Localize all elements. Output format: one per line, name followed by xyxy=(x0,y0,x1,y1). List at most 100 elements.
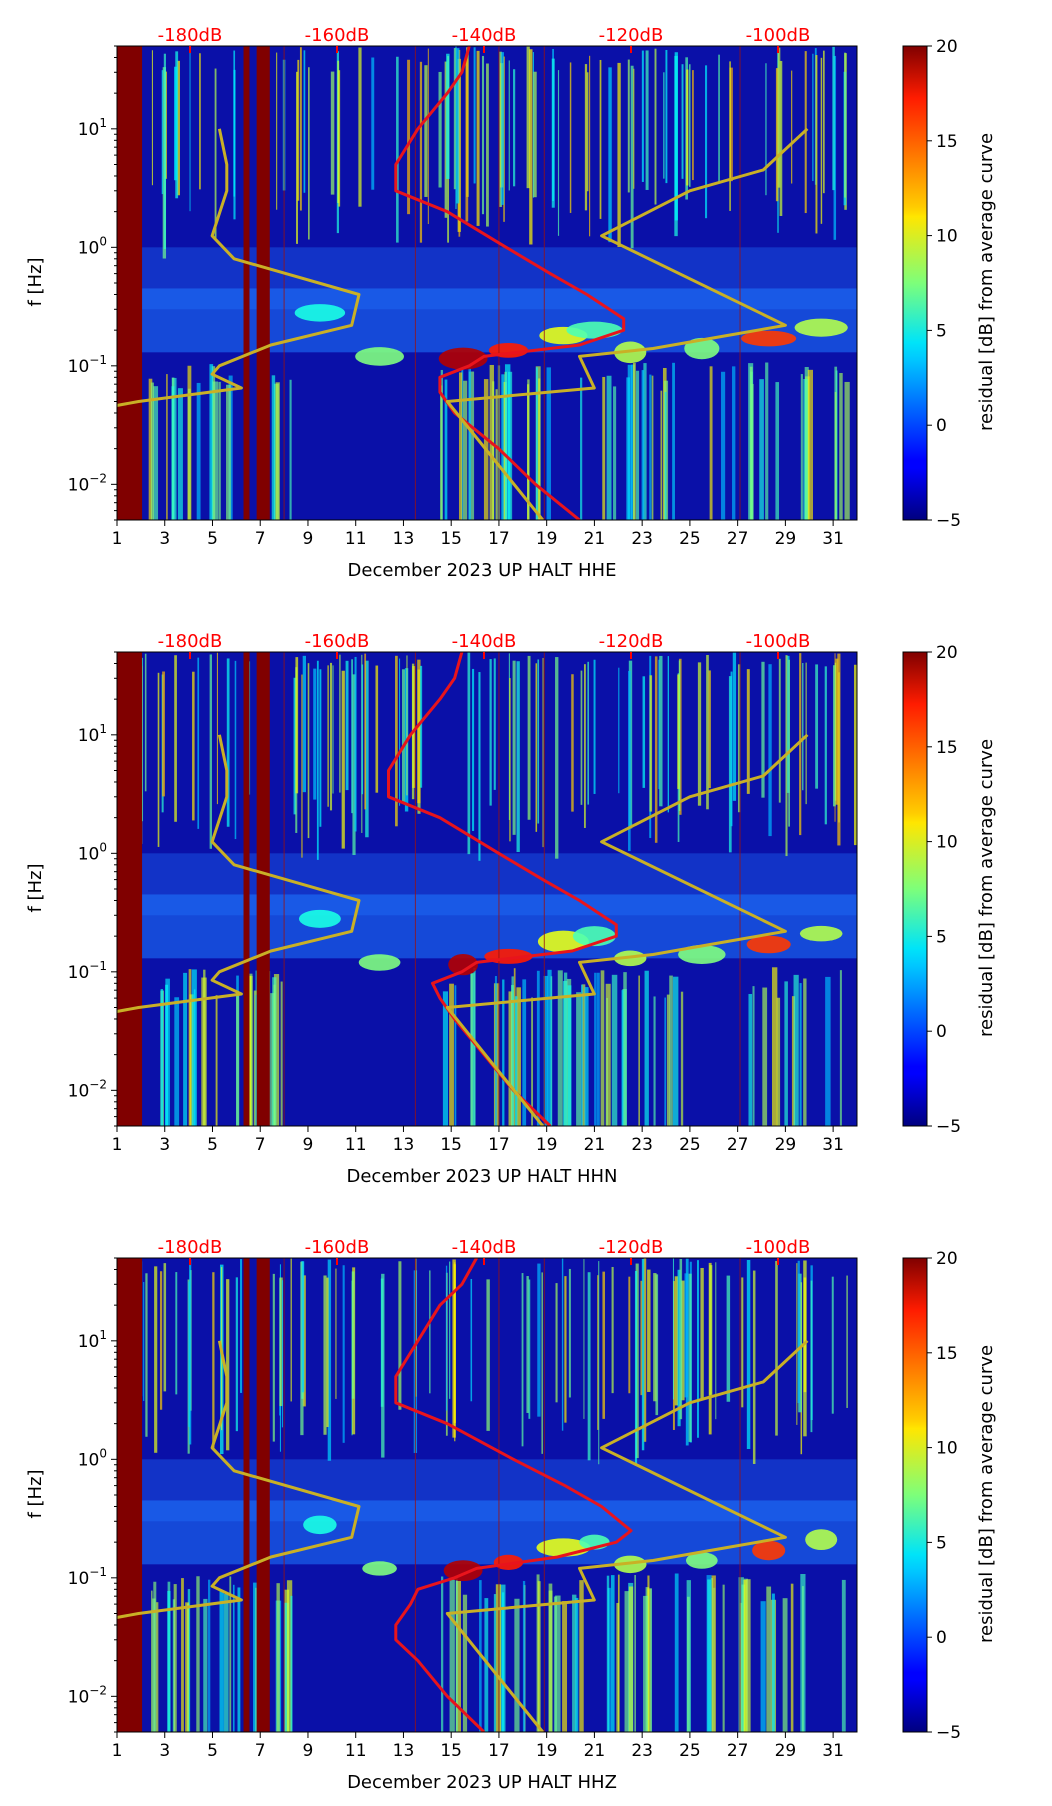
top-db-label: -120dB xyxy=(599,25,664,46)
heatmap-streak xyxy=(584,987,589,1126)
top-db-label: -140dB xyxy=(452,1237,517,1258)
heatmap-streak xyxy=(626,377,630,520)
heatmap-streak xyxy=(802,663,804,791)
heatmap-streak xyxy=(273,974,280,1126)
heatmap-streak xyxy=(678,660,681,812)
heatmap-streak xyxy=(420,665,423,788)
heatmap-hotspot xyxy=(794,318,848,337)
heatmap-streak xyxy=(512,660,516,835)
heatmap-streak xyxy=(649,374,652,520)
heatmap-streak xyxy=(150,382,154,520)
x-tick-label: 13 xyxy=(393,1135,415,1155)
heatmap-hotspot xyxy=(303,1515,337,1535)
heatmap-streak xyxy=(797,1260,800,1404)
heatmap-streak xyxy=(504,364,511,520)
colorbar-tick-label: −5 xyxy=(936,511,961,531)
heatmap-streak xyxy=(730,671,733,827)
colorbar-tick-label: 20 xyxy=(936,37,958,57)
heatmap-streak xyxy=(659,655,663,807)
heatmap-hotspot xyxy=(448,953,479,976)
heatmap-streak xyxy=(188,1281,191,1427)
heatmap-streak xyxy=(481,55,485,215)
heatmap-streak xyxy=(329,662,333,811)
heatmap-streak xyxy=(606,375,612,520)
heatmap-streak xyxy=(589,55,591,237)
heatmap-streak xyxy=(551,58,555,208)
heatmap-streak xyxy=(598,1261,600,1465)
heatmap-streak xyxy=(332,665,334,794)
heatmap-streak xyxy=(316,660,319,860)
x-tick-label: 27 xyxy=(727,1135,749,1155)
heatmap-streak xyxy=(638,975,640,1126)
colorbar: −5 0 5 10 15 20 xyxy=(902,37,961,531)
heatmap-streak xyxy=(674,1276,679,1406)
heatmap-streak xyxy=(835,370,838,520)
heatmap-streak xyxy=(575,1597,579,1732)
heatmap-streak xyxy=(407,59,411,215)
y-tick-label: 10−2 xyxy=(68,471,107,495)
heatmap-streak xyxy=(148,378,153,520)
heatmap-streak xyxy=(187,365,192,520)
x-tick-label: 17 xyxy=(488,1741,510,1761)
heatmap-streak xyxy=(473,47,476,184)
x-tick-label: 29 xyxy=(775,1135,797,1155)
heatmap-streak xyxy=(284,1602,289,1732)
x-tick-label: 9 xyxy=(303,529,314,549)
heatmap-streak xyxy=(157,672,160,847)
heatmap-streak xyxy=(526,1276,529,1413)
x-tick-label: 15 xyxy=(440,529,462,549)
heatmap-streak xyxy=(775,68,779,202)
heatmap-streak xyxy=(771,1593,775,1732)
heatmap-streak xyxy=(762,987,768,1126)
heatmap-streak xyxy=(748,993,753,1126)
heatmap-streak xyxy=(674,52,678,221)
heatmap-streak xyxy=(486,1279,490,1431)
heatmap-streak xyxy=(301,674,303,858)
heatmap-streak xyxy=(296,71,299,244)
colorbar: −5 0 5 10 15 20 xyxy=(902,1249,961,1743)
heatmap-streak xyxy=(602,376,606,520)
heatmap-streak xyxy=(790,1583,794,1732)
heatmap-streak xyxy=(844,52,846,198)
y-axis-label: f [Hz] xyxy=(25,863,46,912)
heatmap-streak xyxy=(501,52,504,205)
heatmap-streak xyxy=(521,1273,524,1447)
heatmap-streak xyxy=(584,64,588,211)
panel-1: 1 3 5 7 9 11 13 15 17 19 21 23 25 27 29 3110−210−110010… xyxy=(25,25,997,581)
heatmap-streak xyxy=(215,995,218,1126)
heatmap-streak xyxy=(686,1580,691,1732)
heatmap-streak xyxy=(548,1590,553,1732)
heatmap-streak xyxy=(624,1591,630,1732)
heatmap-streak xyxy=(429,1270,431,1394)
heatmap-streak xyxy=(834,391,837,520)
heatmap-streak xyxy=(462,1594,468,1732)
y-tick-label: 10−1 xyxy=(68,1565,107,1589)
x-tick-label: 31 xyxy=(822,1135,844,1155)
heatmap-streak xyxy=(308,67,310,240)
heatmap-streak xyxy=(330,71,335,195)
heatmap-streak xyxy=(144,653,147,792)
heatmap-streak xyxy=(726,1275,731,1402)
heatmap-streak xyxy=(174,655,177,822)
heatmap-streak xyxy=(820,57,823,224)
heatmap-streak xyxy=(542,657,544,848)
heatmap-streak xyxy=(454,985,457,1126)
top-db-label: -160dB xyxy=(305,25,370,46)
heatmap-streak xyxy=(580,377,583,520)
heatmap-streak xyxy=(424,65,428,197)
y-tick-label: 100 xyxy=(78,1446,107,1470)
heatmap-streak xyxy=(791,996,796,1126)
heatmap-streak xyxy=(715,1262,717,1420)
heatmap-gap-column xyxy=(117,46,143,520)
heatmap-hotspot xyxy=(566,321,623,339)
colorbar-tick-label: 5 xyxy=(936,927,947,947)
heatmap-streak xyxy=(853,664,857,846)
x-tick-label: 5 xyxy=(207,1741,218,1761)
heatmap-streak xyxy=(509,678,511,842)
heatmap-streak xyxy=(606,997,608,1126)
x-tick-label: 19 xyxy=(536,529,558,549)
colorbar-gradient xyxy=(902,45,928,521)
heatmap-streak xyxy=(692,70,694,181)
heatmap-streak xyxy=(799,653,802,836)
top-db-label: -140dB xyxy=(452,631,517,652)
